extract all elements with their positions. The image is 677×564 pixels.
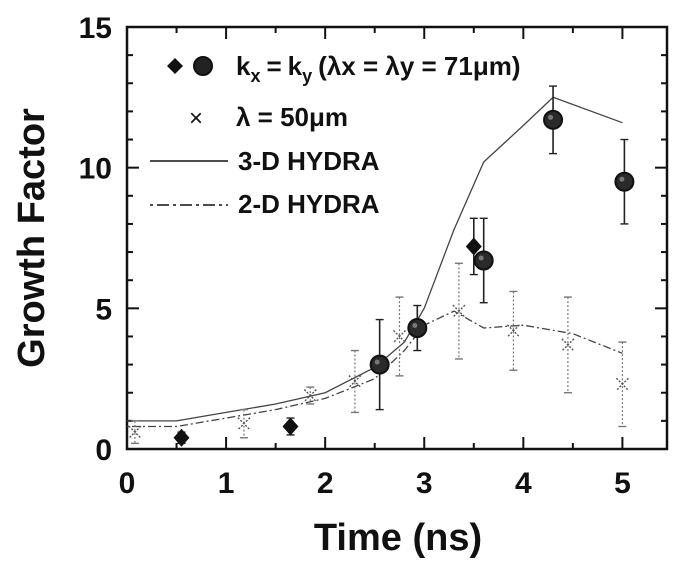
legend-cross-marker: × — [189, 105, 203, 132]
legend-diamond-marker — [167, 58, 183, 74]
y-tick-label: 10 — [79, 153, 112, 186]
cross-point — [452, 304, 466, 318]
diamond-point — [173, 428, 190, 447]
circle-point — [407, 318, 428, 339]
y-tick-label: 5 — [95, 293, 112, 326]
cross-point — [615, 377, 629, 391]
cross-point — [561, 338, 575, 352]
y-tick-label: 15 — [79, 12, 112, 45]
x-tick-label: 4 — [515, 467, 532, 500]
circle-point-highlight — [548, 114, 554, 120]
y-axis-title: Growth Factor — [11, 108, 53, 368]
cross-point — [303, 389, 317, 403]
cross-point — [348, 374, 362, 388]
diamond-point — [465, 237, 482, 256]
legend-circle-marker — [193, 56, 213, 76]
circle-point-highlight — [412, 323, 418, 329]
x-tick-labels: 0 1 2 3 4 5 — [119, 467, 631, 500]
cross-point — [237, 417, 251, 431]
plot-frame — [125, 25, 669, 451]
circle-point — [473, 250, 494, 271]
cross-point — [506, 324, 520, 338]
legend-hydra2d-label: 2-D HYDRA — [238, 189, 380, 219]
x-tick-label: 0 — [119, 467, 136, 500]
x-tick-label: 1 — [218, 467, 235, 500]
legend-kxky-label: kx = ky (λx = λy = 71μm) — [236, 51, 521, 86]
circle-point — [614, 171, 635, 192]
hydra-2d-line — [127, 310, 623, 428]
axis-ticks — [126, 26, 667, 450]
x-tick-label: 5 — [614, 467, 631, 500]
circle-point — [369, 354, 390, 375]
circle-point — [543, 109, 564, 130]
y-tick-labels: 0 5 10 15 — [79, 12, 112, 467]
cross-point — [392, 329, 406, 343]
circle-point-highlight — [478, 255, 484, 261]
x-tick-label: 2 — [317, 467, 334, 500]
legend: kx = ky (λx = λy = 71μm) × λ = 50μm 3-D HYD… — [150, 51, 521, 219]
y-tick-label: 0 — [95, 434, 112, 467]
x-tick-label: 3 — [416, 467, 433, 500]
data-points — [128, 85, 635, 447]
diamond-point — [282, 417, 299, 436]
circle-point-highlight — [374, 359, 380, 365]
x-axis-title: Time (ns) — [314, 517, 482, 559]
legend-lambda50-label: λ = 50μm — [236, 102, 348, 132]
legend-hydra3d-label: 3-D HYDRA — [238, 146, 380, 176]
cross-point — [128, 425, 142, 439]
circle-point-highlight — [619, 176, 625, 182]
